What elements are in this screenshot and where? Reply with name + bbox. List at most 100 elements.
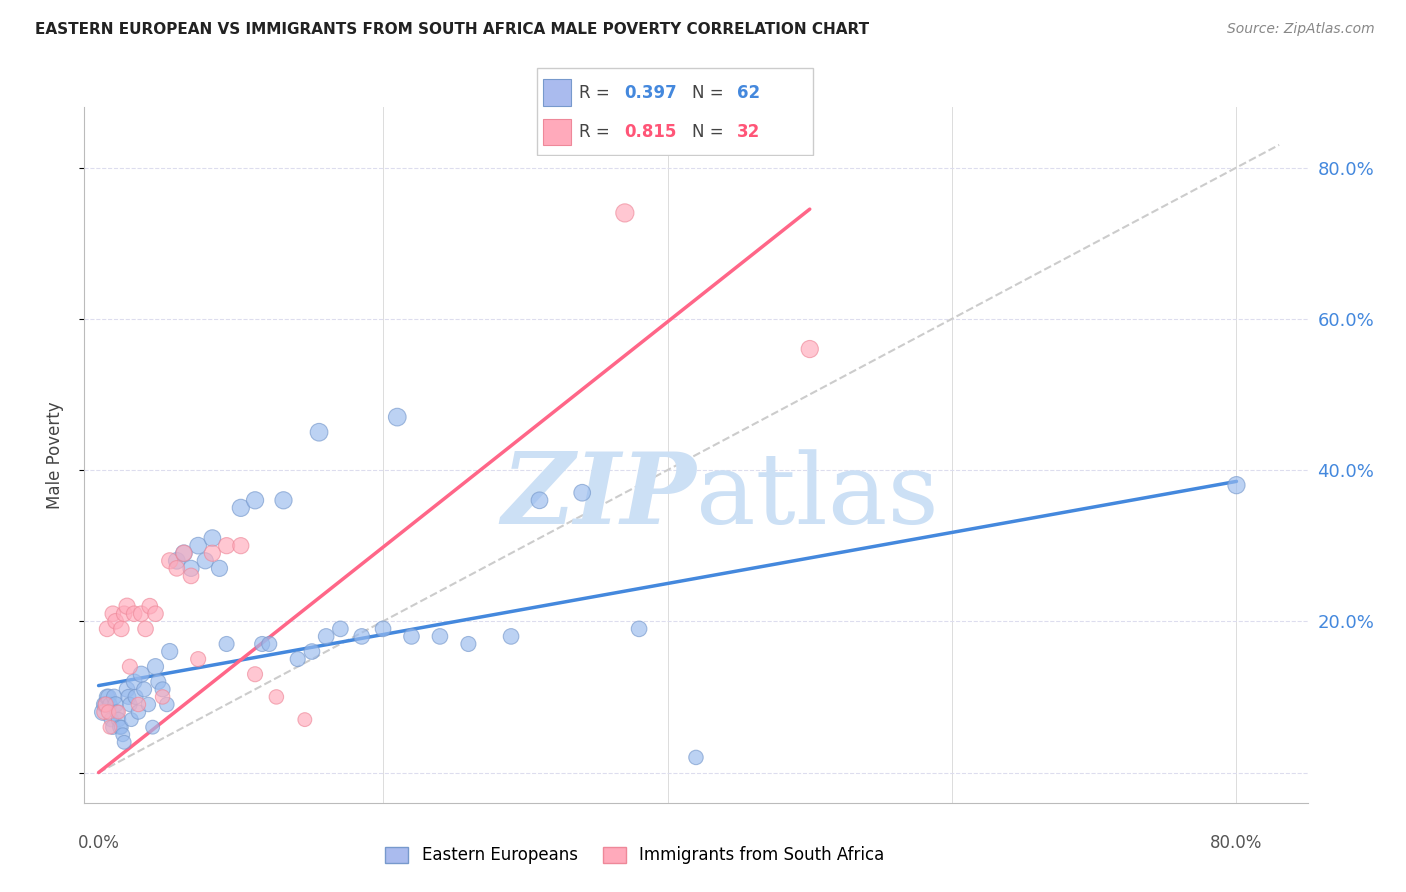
Point (132, 682, 155, 697)
Point (145, 659, 167, 673)
Text: N =: N = (692, 84, 728, 102)
Point (97, 690, 120, 704)
Text: 0.397: 0.397 (624, 84, 678, 102)
Point (127, 705, 149, 719)
Point (93, 705, 115, 719)
Point (571, 485, 593, 500)
Point (173, 546, 195, 560)
Point (108, 720, 131, 734)
Point (104, 698, 127, 712)
Point (229, 539, 252, 553)
Text: N =: N = (692, 123, 728, 141)
Point (208, 561, 231, 575)
Point (173, 546, 195, 560)
Text: Source: ZipAtlas.com: Source: ZipAtlas.com (1227, 22, 1375, 37)
Point (613, 206, 636, 220)
Point (287, 652, 309, 666)
Point (148, 674, 170, 689)
Point (187, 539, 209, 553)
Point (122, 674, 145, 689)
Point (98, 698, 121, 712)
Bar (543, 119, 571, 145)
Point (152, 682, 174, 697)
Point (159, 554, 181, 568)
Point (101, 720, 124, 734)
Point (799, 342, 821, 356)
Point (259, 637, 281, 651)
Point (387, 410, 409, 425)
Bar (543, 79, 571, 106)
Point (104, 615, 127, 629)
Point (115, 599, 138, 614)
Point (166, 554, 188, 568)
Point (101, 607, 124, 621)
Text: ZIP: ZIP (501, 449, 696, 545)
Point (166, 561, 188, 575)
Point (138, 698, 160, 712)
Point (112, 607, 135, 621)
Point (294, 713, 316, 727)
Point (96, 622, 118, 636)
Point (135, 622, 157, 636)
Text: 80.0%: 80.0% (1211, 834, 1263, 852)
Point (156, 698, 179, 712)
Point (152, 690, 174, 704)
Point (315, 629, 337, 643)
Point (98, 720, 121, 734)
Point (122, 607, 145, 621)
Point (457, 637, 479, 651)
Point (124, 690, 146, 704)
Point (301, 644, 323, 658)
Point (243, 667, 266, 681)
Point (142, 720, 165, 734)
Point (250, 637, 273, 651)
Point (139, 599, 162, 614)
Point (1225, 478, 1247, 492)
Point (129, 607, 152, 621)
Point (105, 705, 128, 719)
Point (91, 705, 114, 719)
Point (118, 659, 141, 673)
Point (308, 425, 330, 440)
Point (145, 607, 167, 621)
Text: atlas: atlas (696, 449, 939, 544)
Point (111, 728, 134, 742)
Point (266, 690, 288, 704)
Text: R =: R = (579, 123, 616, 141)
Point (628, 622, 651, 636)
Point (93, 698, 115, 712)
Point (685, 750, 707, 764)
Point (215, 637, 238, 651)
Point (180, 561, 202, 575)
Point (350, 629, 373, 643)
Point (100, 713, 122, 727)
Point (499, 629, 522, 643)
Point (129, 667, 152, 681)
Point (96, 690, 118, 704)
Point (215, 539, 238, 553)
Point (94, 698, 117, 712)
Point (110, 622, 132, 636)
Text: 0.0%: 0.0% (77, 834, 120, 852)
Point (243, 493, 266, 508)
Y-axis label: Male Poverty: Male Poverty (45, 401, 63, 508)
Point (201, 546, 224, 560)
Point (117, 690, 139, 704)
Point (159, 644, 181, 658)
Point (401, 629, 423, 643)
Point (371, 622, 394, 636)
Point (112, 735, 135, 749)
Legend: Eastern Europeans, Immigrants from South Africa: Eastern Europeans, Immigrants from South… (378, 839, 891, 871)
Point (529, 493, 551, 508)
Text: EASTERN EUROPEAN VS IMMIGRANTS FROM SOUTH AFRICA MALE POVERTY CORRELATION CHART: EASTERN EUROPEAN VS IMMIGRANTS FROM SOUT… (35, 22, 869, 37)
Point (201, 531, 224, 545)
Point (110, 720, 132, 734)
Point (329, 622, 352, 636)
Point (194, 554, 217, 568)
Point (180, 569, 202, 583)
Point (107, 705, 129, 719)
Text: R =: R = (579, 84, 616, 102)
Point (94, 698, 117, 712)
Point (107, 713, 129, 727)
Point (127, 698, 149, 712)
